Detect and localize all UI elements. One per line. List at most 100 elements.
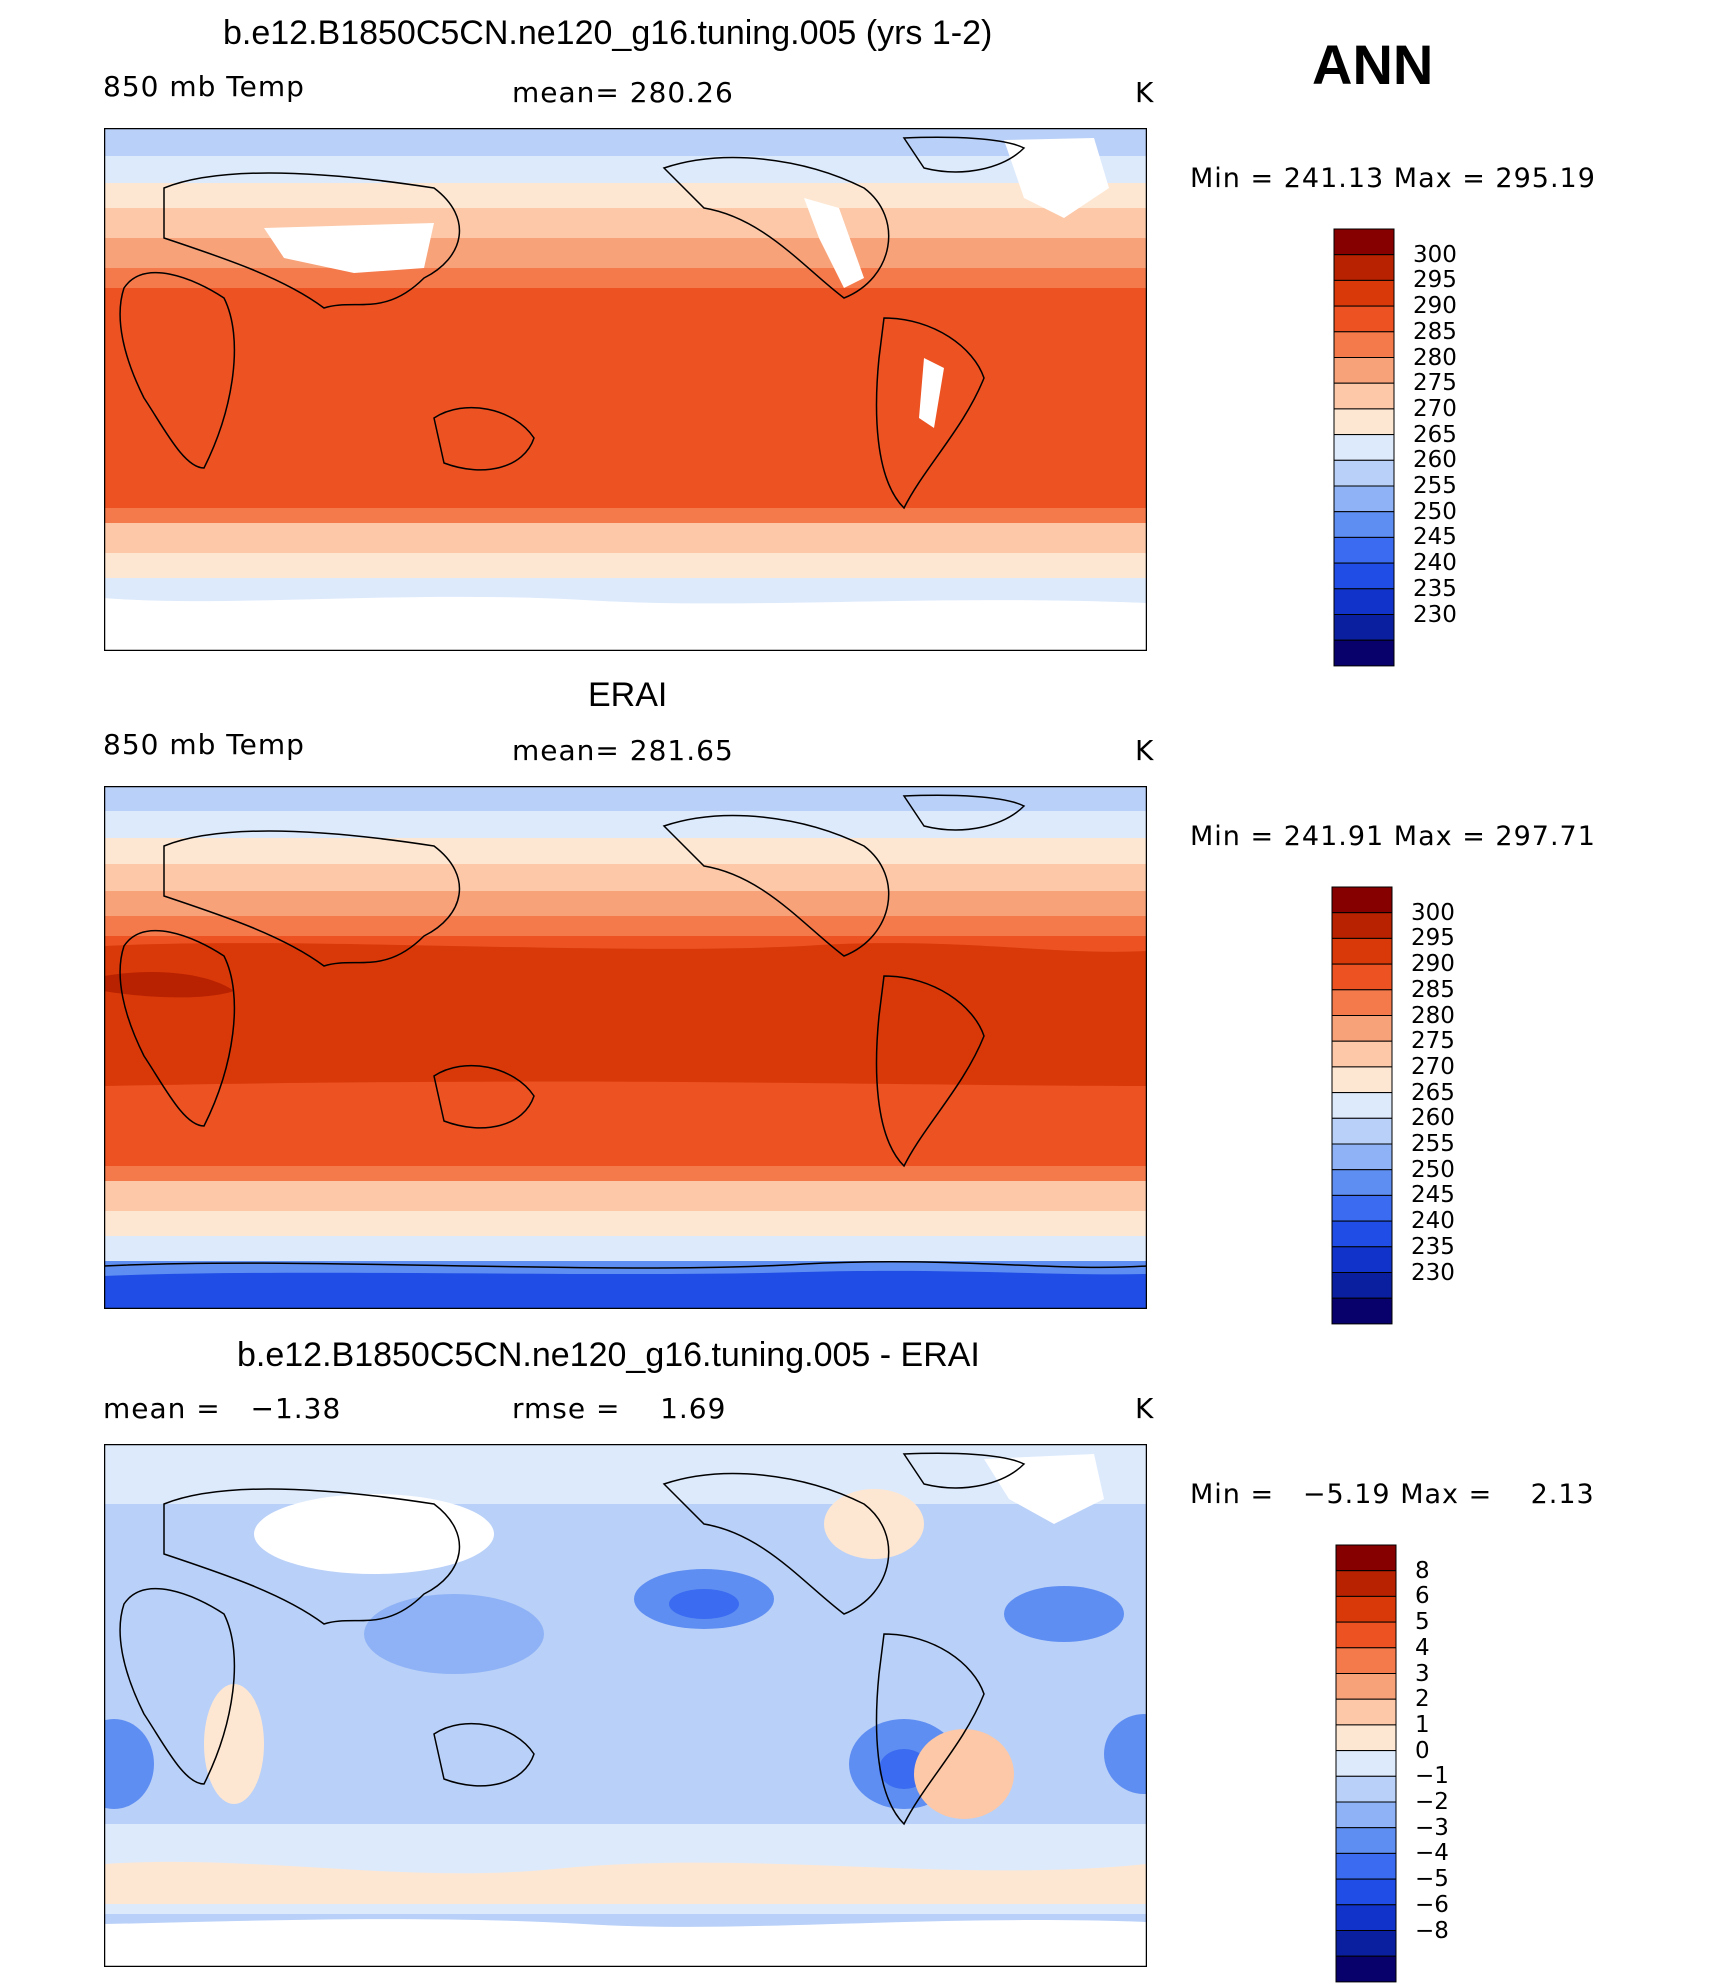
colorbar-swatch bbox=[1331, 1015, 1393, 1042]
colorbar-swatch bbox=[1333, 331, 1395, 359]
band bbox=[104, 523, 1147, 558]
colorbar-swatch bbox=[1335, 1878, 1397, 1906]
colorbar-tick-label: −6 bbox=[1415, 1891, 1449, 1918]
colorbar-swatch bbox=[1333, 254, 1395, 281]
colorbar-swatch bbox=[1333, 562, 1395, 590]
colorbar-swatch bbox=[1335, 1544, 1397, 1572]
colorbar-swatch bbox=[1331, 1272, 1393, 1299]
colorbar-tick-label: 3 bbox=[1415, 1660, 1430, 1687]
colorbar-tick-label: 295 bbox=[1413, 267, 1457, 294]
colorbar-swatches bbox=[1333, 228, 1395, 667]
colorbar-swatch bbox=[1331, 963, 1393, 991]
colorbar-tick-label: 235 bbox=[1413, 575, 1457, 602]
blob bbox=[254, 1494, 494, 1574]
colorbar-swatch bbox=[1331, 1117, 1393, 1145]
colorbar-tick-label: 245 bbox=[1413, 524, 1457, 551]
colorbar-swatch bbox=[1333, 434, 1395, 461]
panel3-contour-bands bbox=[104, 1444, 1147, 1967]
panel3-minmax: Min = −5.19 Max = 2.13 bbox=[1190, 1479, 1595, 1510]
colorbar-tick-label: 8 bbox=[1415, 1557, 1430, 1584]
colorbar-swatch bbox=[1333, 357, 1395, 384]
colorbar-tick-label: 300 bbox=[1413, 241, 1457, 268]
colorbar-tick-label: 270 bbox=[1411, 1053, 1455, 1080]
colorbar-tick-label: 250 bbox=[1413, 498, 1457, 525]
colorbar-swatch bbox=[1331, 912, 1393, 939]
colorbar-swatch bbox=[1331, 886, 1393, 914]
colorbar-tick-label: 230 bbox=[1413, 601, 1457, 628]
colorbar-swatch bbox=[1333, 614, 1395, 641]
colorbar-tick-label: 240 bbox=[1411, 1208, 1455, 1235]
season-label: ANN bbox=[1312, 33, 1434, 96]
blob bbox=[1104, 1714, 1147, 1794]
blob bbox=[669, 1589, 739, 1619]
colorbar-swatch bbox=[1333, 536, 1395, 564]
colorbar-swatch bbox=[1331, 1143, 1393, 1171]
panel1-mean: mean= 280.26 bbox=[512, 76, 734, 109]
panel3-mean: mean = −1.38 bbox=[103, 1392, 341, 1425]
panel3-map bbox=[104, 1444, 1147, 1967]
panel3-rmse-value: 1.69 bbox=[660, 1392, 727, 1425]
blob bbox=[104, 1719, 154, 1809]
colorbar-tick-label: 275 bbox=[1411, 1028, 1455, 1055]
colorbar-swatch bbox=[1333, 511, 1395, 538]
panel3-max-label: Max = bbox=[1400, 1479, 1493, 1510]
panel1-coastlines bbox=[119, 136, 1026, 510]
panel2-title: ERAI bbox=[588, 676, 668, 714]
colorbar-tick-label: 270 bbox=[1413, 395, 1457, 422]
panel1-units: K bbox=[1135, 76, 1155, 109]
blob bbox=[824, 1489, 924, 1559]
panel1-map bbox=[104, 128, 1147, 651]
colorbar-swatch bbox=[1331, 1297, 1393, 1325]
colorbar-swatch bbox=[1331, 1220, 1393, 1248]
colorbar-tick-label: 245 bbox=[1411, 1182, 1455, 1209]
panel1-variable: 850 mb Temp bbox=[103, 70, 305, 103]
colorbar-swatch bbox=[1335, 1955, 1397, 1983]
colorbar-swatch bbox=[1333, 305, 1395, 333]
colorbar-tick-label: 240 bbox=[1413, 550, 1457, 577]
colorbar-swatch bbox=[1331, 1194, 1393, 1222]
colorbar-swatch bbox=[1333, 382, 1395, 410]
colorbar-swatch bbox=[1335, 1673, 1397, 1700]
colorbar-swatch bbox=[1333, 588, 1395, 615]
colorbar-swatch bbox=[1333, 639, 1395, 667]
andes-white bbox=[919, 358, 944, 428]
band bbox=[104, 1181, 1147, 1216]
panel2-contour-bands bbox=[104, 786, 1147, 1309]
colorbar-tick-label: 275 bbox=[1413, 370, 1457, 397]
colorbar-tick-label: 230 bbox=[1411, 1259, 1455, 1286]
antarctic-cold bbox=[104, 1270, 1147, 1309]
colorbar-tick-label: 290 bbox=[1413, 293, 1457, 320]
panel3-title: b.e12.B1850C5CN.ne120_g16.tuning.005 - E… bbox=[237, 1336, 980, 1374]
colorbar-tick-label: 285 bbox=[1411, 976, 1455, 1003]
blob bbox=[1004, 1586, 1124, 1642]
panel2-max-value: 297.71 bbox=[1495, 821, 1596, 852]
colorbar-tick-label: 1 bbox=[1415, 1711, 1430, 1738]
colorbar-tick-label: 295 bbox=[1411, 925, 1455, 952]
colorbar-tick-label: 235 bbox=[1411, 1233, 1455, 1260]
colorbar-tick-label: 300 bbox=[1411, 899, 1455, 926]
panel2-variable: 850 mb Temp bbox=[103, 728, 305, 761]
colorbar-swatch bbox=[1331, 1066, 1393, 1094]
panel3-mean-value: −1.38 bbox=[250, 1392, 342, 1425]
blob bbox=[204, 1684, 264, 1804]
panel2-coastlines bbox=[104, 794, 1147, 1269]
colorbar-tick-label: 265 bbox=[1411, 1079, 1455, 1106]
colorbar-tick-label: 255 bbox=[1413, 473, 1457, 499]
colorbar-tick-label: 265 bbox=[1413, 421, 1457, 448]
antarctica bbox=[104, 1919, 1147, 1967]
colorbar-tick-label: −2 bbox=[1415, 1789, 1449, 1815]
colorbar-swatch bbox=[1335, 1595, 1397, 1623]
colorbar-swatch bbox=[1331, 937, 1393, 965]
panel3-min-label: Min = bbox=[1190, 1479, 1275, 1510]
panel2-max-label: Max = bbox=[1393, 821, 1486, 852]
colorbar-swatch bbox=[1333, 485, 1395, 513]
panel2-mean-value: 281.65 bbox=[629, 734, 734, 767]
panel2-minmax: Min = 241.91 Max = 297.71 bbox=[1190, 821, 1596, 852]
panel1-contour-bands bbox=[104, 128, 1147, 651]
rockies-white bbox=[804, 198, 864, 288]
colorbar-tick-label: 285 bbox=[1413, 318, 1457, 345]
colorbar-tick-label: −4 bbox=[1415, 1840, 1449, 1867]
colorbar-swatch bbox=[1335, 1801, 1397, 1829]
colorbar-swatch bbox=[1331, 1169, 1393, 1196]
colorbar-tick-label: −5 bbox=[1415, 1866, 1449, 1893]
